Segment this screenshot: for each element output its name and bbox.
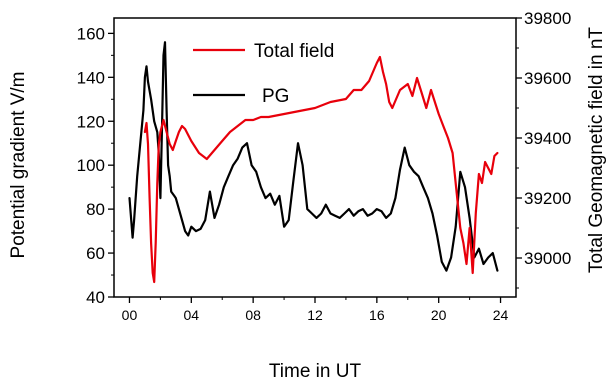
y-left-tick-label: 120 xyxy=(77,112,105,131)
y-left-tick-label: 160 xyxy=(77,24,105,43)
y-right-tick-label: 39400 xyxy=(524,129,571,148)
total-field-line xyxy=(143,55,499,284)
x-tick-label: 24 xyxy=(493,307,509,323)
x-tick-label: 04 xyxy=(184,307,200,323)
y-right-tick-label: 39600 xyxy=(524,69,571,88)
x-ticks: 00 04 08 12 16 20 24 xyxy=(122,297,509,323)
series-layer xyxy=(128,41,499,284)
y-left-tick-label: 60 xyxy=(86,244,105,263)
y-right-tick-label: 39200 xyxy=(524,189,571,208)
x-tick-label: 12 xyxy=(307,307,323,323)
x-axis-label: Time in UT xyxy=(269,361,362,382)
x-tick-label: 20 xyxy=(431,307,447,323)
legend: Total field PG xyxy=(193,41,334,107)
legend-label-total-field: Total field xyxy=(254,41,334,62)
pg-line xyxy=(128,41,499,272)
y-left-ticks: 40 60 80 100 120 140 160 xyxy=(77,24,114,307)
y-left-axis-label: Potential gradient V/m xyxy=(8,72,29,259)
y-left-tick-label: 80 xyxy=(86,200,105,219)
y-right-tick-label: 39800 xyxy=(524,9,571,28)
y-left-tick-label: 40 xyxy=(86,288,105,307)
y-right-tick-label: 39000 xyxy=(524,249,571,268)
y-left-tick-label: 140 xyxy=(77,68,105,87)
x-tick-label: 08 xyxy=(245,307,261,323)
legend-label-pg: PG xyxy=(262,86,289,107)
y-right-axis-label: Total Geomagnetic field in nT xyxy=(586,27,607,273)
x-tick-label: 16 xyxy=(369,307,385,323)
y-left-tick-label: 100 xyxy=(77,156,105,175)
y-right-ticks: 39000 39200 39400 39600 39800 xyxy=(516,9,571,289)
x-tick-label: 00 xyxy=(122,307,138,323)
